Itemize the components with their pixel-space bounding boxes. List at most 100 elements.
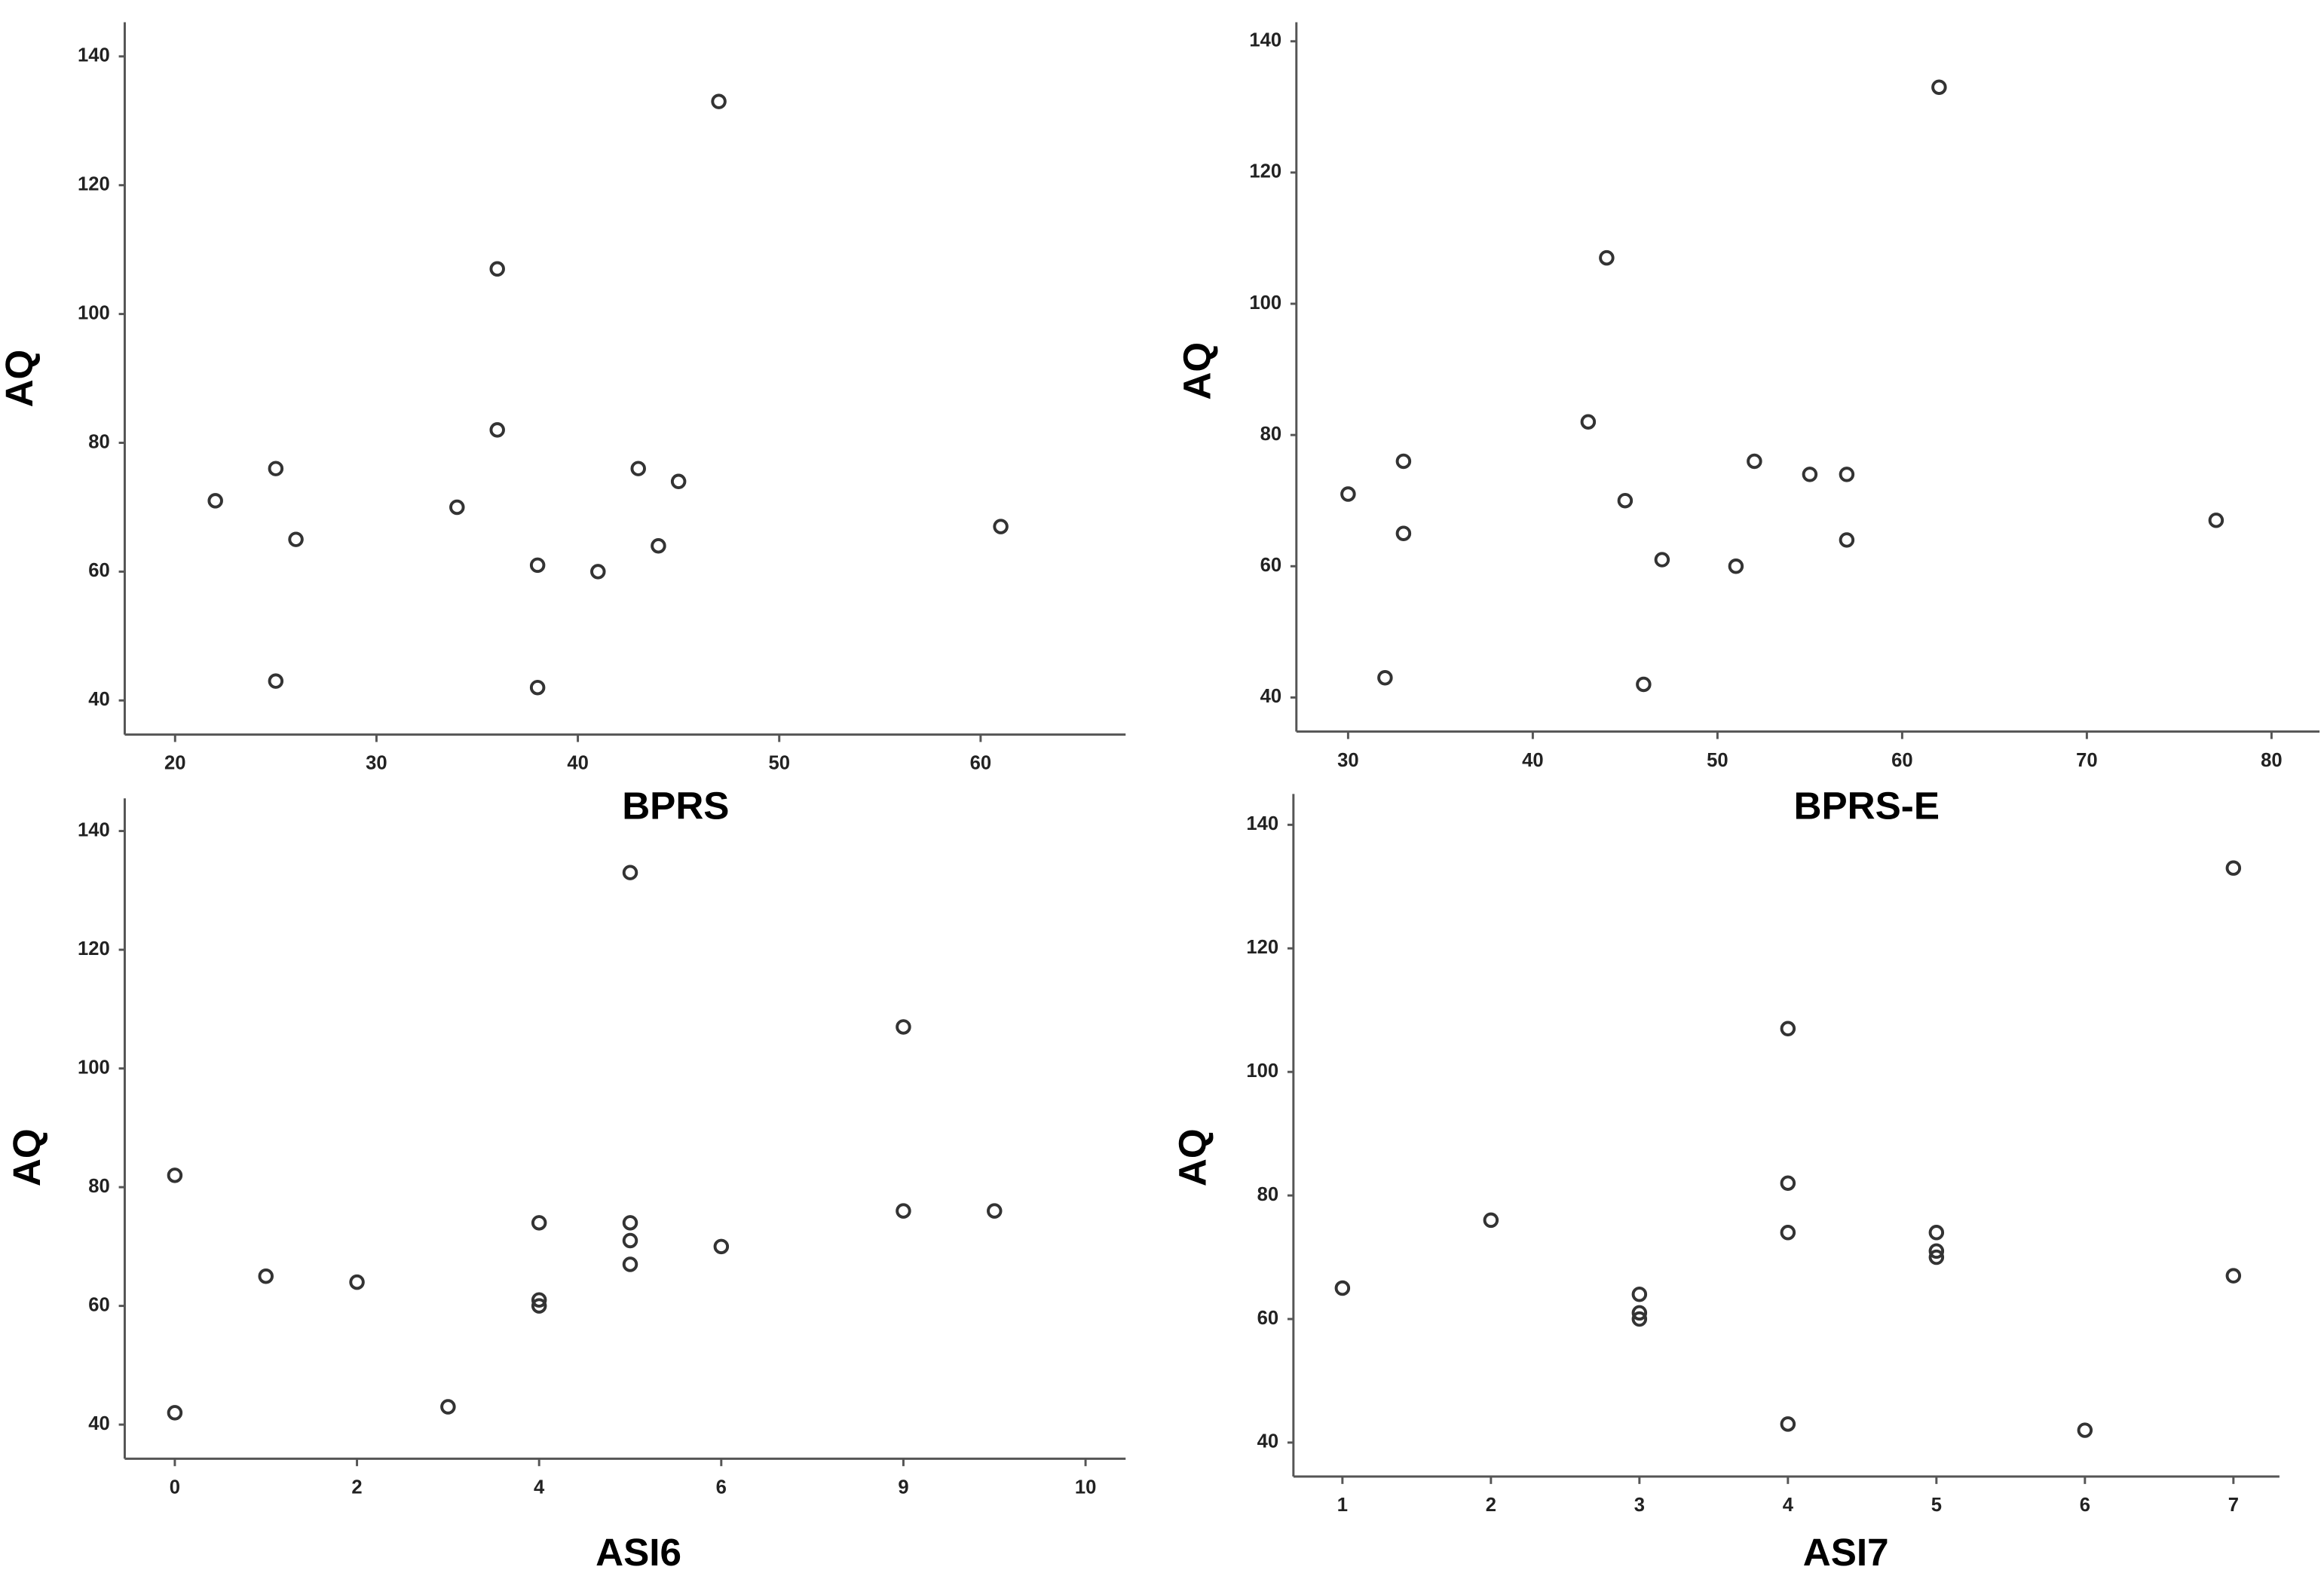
point — [987, 1203, 1003, 1219]
y-tick-label: 120 — [1246, 937, 1278, 958]
point — [993, 519, 1009, 534]
point — [449, 499, 465, 516]
point — [529, 679, 546, 696]
point — [622, 1256, 638, 1272]
y-tick-label: 40 — [1260, 686, 1281, 707]
x-tick-label: 20 — [164, 753, 185, 774]
x-tick-label: 5 — [1931, 1495, 1942, 1516]
x-tick-label: 6 — [2080, 1495, 2090, 1516]
point — [622, 1232, 638, 1249]
point — [670, 473, 687, 490]
x-tick-label: 30 — [1337, 750, 1358, 771]
y-axis-label: AQ — [1171, 1128, 1214, 1186]
point — [1928, 1249, 1945, 1265]
point — [651, 537, 666, 554]
point — [896, 1203, 911, 1219]
x-tick-label: 60 — [1891, 750, 1912, 771]
x-axis-label: ASI7 — [1803, 1531, 1889, 1573]
point — [167, 1168, 183, 1183]
x-tick-label: 2 — [1486, 1495, 1496, 1516]
point — [1839, 467, 1855, 482]
point — [440, 1399, 456, 1415]
x-tick-label: 60 — [970, 753, 991, 774]
point — [1780, 1175, 1796, 1191]
point — [1728, 559, 1744, 574]
point — [1802, 467, 1818, 482]
y-tick-label: 140 — [1249, 30, 1281, 51]
point — [1636, 676, 1652, 693]
point — [1395, 453, 1412, 470]
y-tick-label: 80 — [1257, 1184, 1278, 1205]
point — [1780, 1416, 1796, 1432]
x-tick-label: 6 — [716, 1477, 727, 1498]
point — [1377, 670, 1393, 686]
point — [2225, 860, 2242, 876]
y-axis-label: AQ — [1175, 342, 1218, 400]
x-tick-label: 7 — [2228, 1495, 2239, 1516]
x-tick-label: 10 — [1075, 1477, 1096, 1498]
point — [622, 1215, 638, 1231]
x-tick-label: 2 — [351, 1477, 362, 1498]
point — [1928, 1243, 1945, 1259]
point — [529, 557, 546, 574]
y-tick-label: 120 — [78, 938, 110, 959]
point — [489, 422, 505, 438]
point — [1631, 1286, 1648, 1302]
x-tick-label: 1 — [1337, 1495, 1348, 1516]
point — [1483, 1212, 1499, 1229]
y-tick-label: 40 — [88, 689, 109, 710]
point — [896, 1019, 911, 1035]
y-axis-label: AQ — [0, 350, 41, 408]
x-tick-label: 30 — [366, 753, 387, 774]
point — [1631, 1311, 1648, 1327]
x-axis-label: BPRS-E — [1794, 785, 1940, 828]
point — [167, 1405, 183, 1421]
y-tick-label: 60 — [88, 1294, 109, 1315]
y-axis-label: AQ — [5, 1128, 48, 1186]
x-tick-label: 80 — [2261, 750, 2282, 771]
x-tick-label: 50 — [1707, 750, 1728, 771]
point — [1747, 453, 1762, 470]
point — [489, 261, 505, 277]
point — [258, 1268, 274, 1284]
point — [1780, 1021, 1796, 1037]
x-tick-label: 4 — [1783, 1495, 1794, 1516]
point — [1340, 486, 1356, 502]
y-tick-label: 100 — [78, 302, 110, 323]
y-tick-label: 80 — [88, 1176, 109, 1197]
y-tick-label: 40 — [1257, 1431, 1278, 1452]
point — [1654, 552, 1670, 568]
point — [268, 673, 284, 689]
x-axis-label: ASI6 — [596, 1531, 681, 1573]
y-tick-label: 60 — [1260, 555, 1281, 576]
y-tick-label: 40 — [88, 1413, 109, 1434]
y-tick-label: 140 — [1246, 813, 1278, 834]
point — [2208, 513, 2224, 528]
x-tick-label: 0 — [170, 1477, 180, 1498]
point — [622, 865, 638, 880]
point — [349, 1274, 365, 1290]
x-tick-label: 40 — [1522, 750, 1543, 771]
point — [1395, 525, 1412, 541]
x-tick-label: 3 — [1634, 1495, 1645, 1516]
x-tick-label: 4 — [534, 1477, 545, 1498]
y-tick-label: 80 — [88, 431, 109, 452]
point — [207, 493, 223, 509]
y-tick-label: 100 — [1249, 292, 1281, 314]
point — [288, 531, 304, 547]
point — [1580, 414, 1597, 430]
point — [713, 1238, 730, 1255]
y-tick-label: 140 — [78, 45, 110, 66]
point — [1617, 492, 1634, 509]
y-tick-label: 140 — [78, 819, 110, 840]
y-tick-label: 60 — [1257, 1308, 1278, 1329]
x-tick-label: 9 — [898, 1477, 908, 1498]
point — [711, 93, 727, 109]
point — [1928, 1225, 1945, 1241]
y-tick-label: 80 — [1260, 424, 1281, 445]
y-tick-label: 60 — [88, 560, 109, 581]
point — [2225, 1268, 2242, 1284]
y-tick-label: 120 — [78, 173, 110, 194]
point — [268, 461, 284, 476]
